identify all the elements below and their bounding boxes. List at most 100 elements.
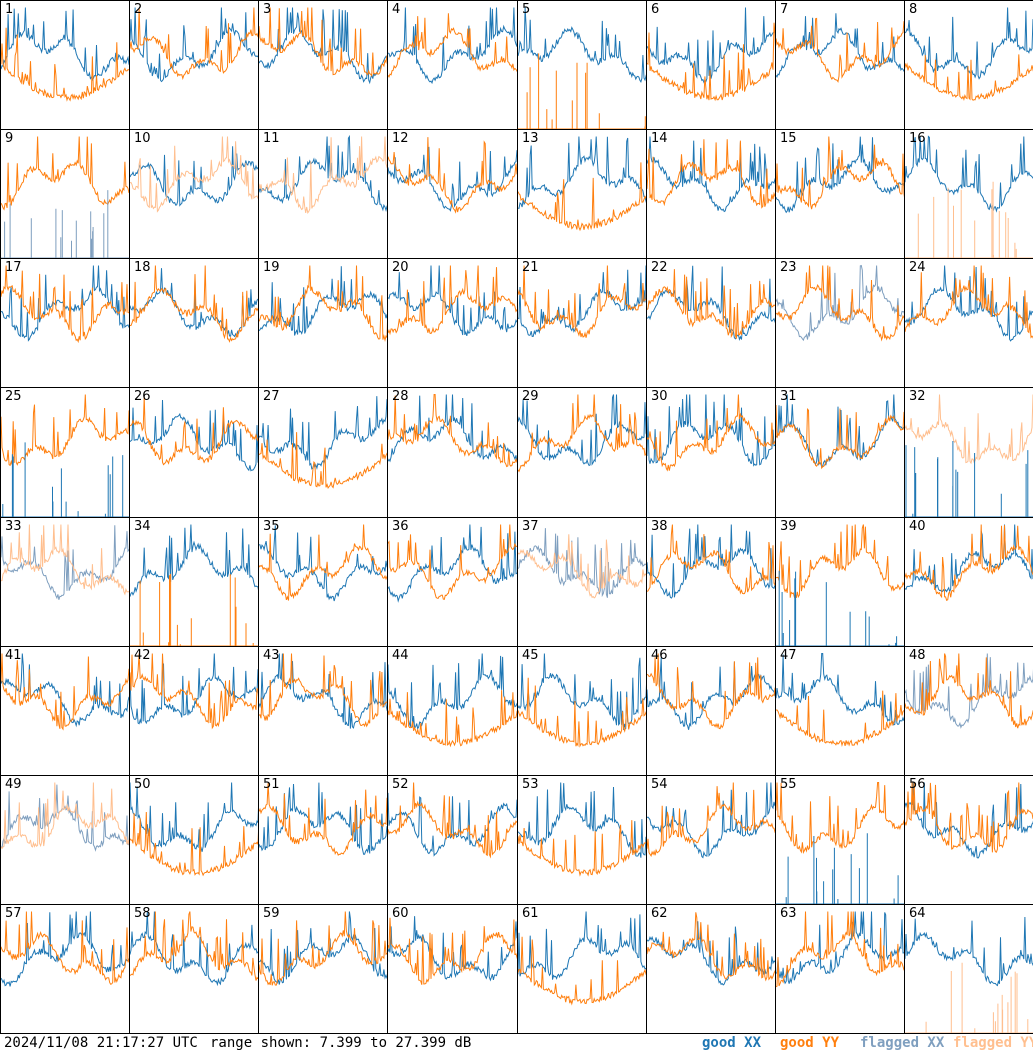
series-yy-line [647,394,775,472]
legend-good-yy: good YY [780,1035,840,1051]
series-yy-line [905,265,1033,339]
panel-plot [776,653,904,748]
panel-60: 60 [387,904,518,1034]
series-xx-line [647,265,775,341]
panel-plot [905,916,1033,1033]
series-yy-line [776,404,904,470]
timestamp: 2024/11/08 21:17:27 UTC [4,1035,198,1051]
panel-number: 48 [909,648,926,663]
series-yy-line [776,911,904,988]
panel-plot [776,136,904,214]
panel-28: 28 [387,387,518,518]
panel-number: 33 [5,519,22,534]
series-xx-line [130,399,258,472]
panel-64: 64 [904,904,1033,1034]
series-yy-line [259,432,387,489]
series-xx-line [905,653,1033,729]
panel-plot [1,136,129,258]
panel-number: 45 [522,648,539,663]
panel-17: 17 [0,258,130,388]
series-xx-line [905,916,1033,987]
panel-plot [130,524,258,646]
series-xx-line [130,7,258,83]
panel-number: 11 [263,131,280,146]
series-xx-line [130,146,258,207]
series-xx-line [776,136,904,214]
panel-plot [518,394,646,473]
series-xx-line [647,782,775,859]
panel-number: 30 [651,389,668,404]
series-yy-line [518,936,646,1006]
panel-plot [905,265,1033,342]
series-yy-line [130,573,258,646]
panel-57: 57 [0,904,130,1034]
panel-plot [647,265,775,341]
panel-plot [130,136,258,213]
series-yy-line [259,7,387,78]
legend-flagged-xx: flagged XX [860,1035,945,1051]
panel-number: 28 [392,389,409,404]
series-yy-line [776,782,904,854]
series-yy-line [259,265,387,342]
panel-plot [647,912,775,986]
series-xx-line [259,525,387,602]
series-yy-line [518,162,646,232]
panel-number: 6 [651,2,660,17]
panel-number: 14 [651,131,668,146]
series-yy-line [1,782,129,850]
panel-number: 58 [134,906,151,921]
panel-number: 16 [909,131,926,146]
panel-plot [518,911,646,1006]
panel-18: 18 [129,258,259,388]
series-yy-line [130,7,258,81]
series-yy-line [776,17,904,83]
series-yy-line [388,917,517,985]
panel-plot [776,782,904,904]
series-xx-line [130,653,258,725]
series-yy-line [518,534,646,599]
series-yy-line [905,962,1033,1033]
panel-26: 26 [129,387,259,518]
panel-plot [130,396,258,472]
panel-56: 56 [904,775,1033,905]
series-xx-line [518,136,646,210]
panel-29: 29 [517,387,647,518]
panel-plot [259,782,387,856]
panel-number: 20 [392,260,409,275]
series-xx-line [1,653,129,728]
panel-58: 58 [129,904,259,1034]
panel-number: 56 [909,777,926,792]
series-yy-line [388,137,517,214]
panel-30: 30 [646,387,776,518]
panel-number: 9 [5,131,14,146]
panel-plot [776,911,904,988]
series-yy-line [388,265,517,336]
panel-plot [647,7,775,102]
panel-number: 54 [651,777,668,792]
panel-3: 3 [258,0,388,130]
series-yy-line [130,911,258,981]
panel-plot [388,265,517,337]
series-yy-line [518,394,646,473]
panel-4: 4 [387,0,518,130]
panel-38: 38 [646,517,776,647]
panel-number: 24 [909,260,926,275]
panel-number: 21 [522,260,539,275]
panel-42: 42 [129,646,259,776]
panel-25: 25 [0,387,130,518]
panel-number: 35 [263,519,280,534]
panel-number: 25 [5,389,22,404]
series-xx-line [388,394,517,463]
series-xx-line [259,134,387,212]
panel-plot [1,782,129,852]
series-yy-line [1,265,129,344]
legend-flagged-yy: flagged YY [953,1035,1033,1051]
panel-plot [1,911,129,987]
panel-10: 10 [129,129,259,259]
panel-52: 52 [387,775,518,905]
panel-plot [259,524,387,602]
series-yy-line [388,13,517,79]
panel-plot [518,7,646,129]
panel-number: 15 [780,131,797,146]
